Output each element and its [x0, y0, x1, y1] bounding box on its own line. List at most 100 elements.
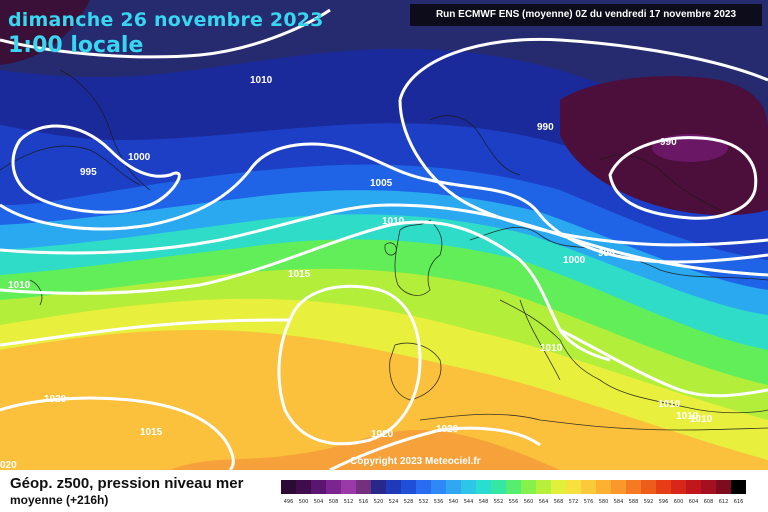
isobars [0, 8, 768, 470]
scale-tick-label: 580 [598, 499, 609, 505]
scale-tick-label: 604 [688, 499, 699, 505]
scale-tick-label: 556 [508, 499, 519, 505]
scale-swatch [671, 480, 686, 494]
run-info: Run ECMWF ENS (moyenne) 0Z du vendredi 1… [410, 4, 762, 26]
weather-map: 1010 1000 995 1005 1010 990 990 995 1000… [0, 0, 768, 470]
scale-swatch [506, 480, 521, 494]
scale-tick-label: 496 [283, 499, 294, 505]
isobar-label: 1010 [8, 280, 31, 291]
isobar-1020-sw [0, 396, 235, 470]
isobar-1010-north [0, 8, 331, 59]
scale-tick-label: 500 [298, 499, 309, 505]
scale-swatch [536, 480, 551, 494]
scale-tick-label: 600 [673, 499, 684, 505]
scale-swatch [641, 480, 656, 494]
scale-swatch [476, 480, 491, 494]
legend-title: Géop. z500, pression niveau mer [10, 475, 244, 492]
isobar-label: 1010 [676, 411, 699, 422]
scale-tick-label: 588 [628, 499, 639, 505]
scale-swatch [371, 480, 386, 494]
isobar-label: 1010 [540, 343, 563, 354]
scale-swatch [701, 480, 716, 494]
forecast-time: 1:00 locale [8, 33, 144, 58]
scale-tick-label: 548 [478, 499, 489, 505]
scale-swatch [326, 480, 341, 494]
isobar-label: 1010 [250, 75, 273, 86]
isobar-990-east [608, 136, 758, 220]
isobar-label: 1015 [140, 427, 163, 438]
isobar-1010-mid [0, 220, 611, 362]
scale-tick-label: 608 [703, 499, 714, 505]
isobar-1015-west [0, 318, 291, 347]
scale-tick-label: 516 [358, 499, 369, 505]
scale-swatch [401, 480, 416, 494]
color-scale [281, 480, 746, 494]
scale-tick-label: 596 [658, 499, 669, 505]
scale-tick-label: 512 [343, 499, 354, 505]
isobar-1000-low [0, 142, 768, 264]
isobar-995-east [398, 37, 768, 101]
scale-tick-label: 564 [538, 499, 549, 505]
isobar-1000-east [398, 99, 768, 247]
band-dark-navy [0, 0, 768, 130]
isobar-995-low [11, 124, 181, 214]
scale-tick-label: 568 [553, 499, 564, 505]
isobar-1015-high [277, 284, 422, 446]
isobar-label: 990 [660, 137, 677, 148]
isobar-label: 995 [80, 167, 97, 178]
scale-swatch [446, 480, 461, 494]
scale-tick-label: 520 [373, 499, 384, 505]
scale-tick-label: 552 [493, 499, 504, 505]
isobar-label: 1020 [371, 429, 394, 440]
isobar-label: 1000 [563, 255, 586, 266]
scale-swatch [686, 480, 701, 494]
isobar-label: 1020 [436, 424, 459, 435]
scale-swatch [716, 480, 731, 494]
scale-swatch [281, 480, 296, 494]
isobar-label: 1010 [690, 414, 713, 425]
scale-swatch [431, 480, 446, 494]
color-scale-ticks: 496 500 504 508 512 516 520 524 528 532 536 540 544 5… [281, 499, 746, 505]
isobar-1020-south [329, 426, 541, 470]
scale-tick-label: 616 [733, 499, 744, 505]
scale-tick-label: 572 [568, 499, 579, 505]
forecast-date: dimanche 26 novembre 2023 [8, 9, 324, 31]
scale-tick-label: 504 [313, 499, 324, 505]
scale-swatch [356, 480, 371, 494]
isobar-labels: 1010 1000 995 1005 1010 990 990 995 1000… [0, 75, 713, 470]
band-corner-low [0, 0, 90, 65]
scale-tick-label: 524 [388, 499, 399, 505]
isobar-label: 1010 [382, 216, 405, 227]
scale-tick-label: 536 [433, 499, 444, 505]
scale-tick-label: 592 [643, 499, 654, 505]
scale-swatch [596, 480, 611, 494]
scale-swatch [521, 480, 536, 494]
isobar-label: 1015 [288, 269, 311, 280]
legend-subtitle: moyenne (+216h) [10, 493, 109, 507]
scale-swatch [656, 480, 671, 494]
scale-swatch [296, 480, 311, 494]
scale-swatch [341, 480, 356, 494]
band-violet-core [652, 134, 728, 162]
scale-tick-label: 612 [718, 499, 729, 505]
scale-tick-label: 584 [613, 499, 624, 505]
isobar-label: 1000 [128, 152, 151, 163]
isobar-1010-se [559, 328, 768, 398]
scale-swatch [551, 480, 566, 494]
isobar-label: 020 [0, 460, 17, 470]
scale-tick-label: 532 [418, 499, 429, 505]
isobar-1005 [0, 203, 768, 277]
scale-swatch [611, 480, 626, 494]
scale-tick-label: 508 [328, 499, 339, 505]
copyright: Copyright 2023 Meteociel.fr [350, 456, 481, 467]
scale-swatch [386, 480, 401, 494]
scale-swatch [731, 480, 746, 494]
scale-swatch [416, 480, 431, 494]
scale-swatch [566, 480, 581, 494]
isobar-label: 1020 [44, 394, 67, 405]
scale-swatch [581, 480, 596, 494]
scale-swatch [491, 480, 506, 494]
scale-tick-label: 576 [583, 499, 594, 505]
scale-swatch [311, 480, 326, 494]
isobar-label: 1010 [658, 399, 681, 410]
